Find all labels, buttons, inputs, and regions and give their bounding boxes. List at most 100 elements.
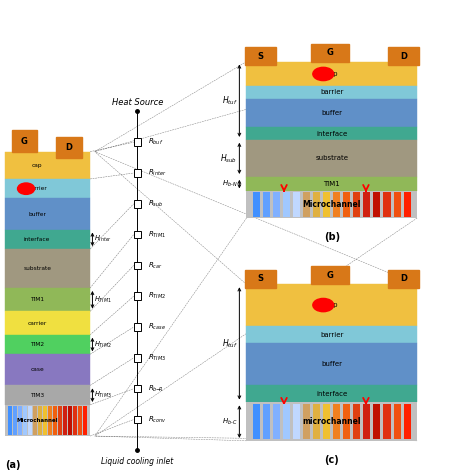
Bar — [134, 262, 141, 269]
Bar — [58, 406, 62, 435]
Bar — [303, 404, 310, 439]
Bar — [246, 344, 417, 385]
Text: G: G — [21, 137, 28, 146]
Bar — [383, 192, 391, 217]
Bar — [38, 406, 42, 435]
Text: $R_{TIM3}$: $R_{TIM3}$ — [148, 353, 166, 363]
Bar — [8, 406, 11, 435]
Text: microchannel: microchannel — [302, 417, 361, 426]
Bar — [293, 404, 300, 439]
Text: case: case — [30, 367, 44, 373]
Bar — [246, 140, 417, 177]
Text: Liquid cooling inlet: Liquid cooling inlet — [101, 457, 173, 466]
Bar — [354, 404, 360, 439]
Bar — [28, 406, 32, 435]
Bar — [56, 137, 82, 158]
Bar — [83, 406, 87, 435]
Text: buffer: buffer — [321, 361, 342, 367]
Text: $H_{sub}$: $H_{sub}$ — [220, 152, 237, 164]
Text: (b): (b) — [324, 232, 340, 242]
Bar — [246, 128, 417, 140]
Text: $R_{buf}$: $R_{buf}$ — [148, 137, 164, 147]
Ellipse shape — [313, 299, 334, 312]
Bar — [13, 406, 17, 435]
Bar — [5, 288, 90, 311]
Text: G: G — [327, 271, 334, 280]
Text: D: D — [400, 52, 407, 61]
Bar — [343, 404, 350, 439]
Bar — [313, 404, 320, 439]
Text: cap: cap — [32, 163, 43, 168]
Bar — [245, 270, 276, 288]
Bar — [5, 199, 90, 229]
Bar — [333, 192, 340, 217]
Text: interface: interface — [24, 237, 50, 242]
Bar — [134, 200, 141, 208]
Text: Microchannel: Microchannel — [302, 200, 361, 209]
Text: $R_{conv}$: $R_{conv}$ — [148, 414, 166, 425]
Bar — [403, 192, 410, 217]
Text: $H_{TIM2}$: $H_{TIM2}$ — [94, 339, 111, 350]
Text: S: S — [257, 52, 263, 61]
Text: TIM3: TIM3 — [30, 392, 44, 398]
Bar — [313, 192, 320, 217]
Bar — [364, 404, 371, 439]
Text: Heat Source: Heat Source — [112, 98, 163, 107]
Text: barrier: barrier — [320, 332, 344, 337]
Bar — [374, 404, 381, 439]
Bar — [5, 385, 90, 405]
Bar — [263, 404, 270, 439]
Text: $H_{TIM1}$: $H_{TIM1}$ — [94, 295, 111, 305]
Bar — [5, 229, 90, 249]
Bar — [134, 292, 141, 300]
Bar — [134, 354, 141, 362]
Bar — [245, 47, 276, 65]
Bar — [273, 192, 280, 217]
Bar — [323, 192, 330, 217]
Bar — [246, 177, 417, 191]
Bar — [134, 169, 141, 177]
Text: G: G — [327, 48, 334, 57]
Text: $R_{car}$: $R_{car}$ — [148, 260, 163, 271]
Text: $H_{TIM3}$: $H_{TIM3}$ — [94, 390, 111, 400]
Bar — [253, 192, 260, 217]
Bar — [5, 311, 90, 335]
Text: $H_{b\text{-}C}$: $H_{b\text{-}C}$ — [222, 417, 237, 427]
Text: $R_{TIM2}$: $R_{TIM2}$ — [148, 291, 166, 301]
Text: $R_{TIM1}$: $R_{TIM1}$ — [148, 229, 166, 240]
Text: TIM1: TIM1 — [323, 181, 340, 187]
Text: carrier: carrier — [27, 320, 47, 326]
Bar — [246, 86, 417, 99]
Text: (c): (c) — [324, 455, 339, 465]
Bar — [134, 231, 141, 238]
Text: $H_{tuf}$: $H_{tuf}$ — [222, 94, 237, 107]
Bar — [246, 99, 417, 128]
Bar — [134, 385, 141, 392]
Bar — [11, 130, 37, 152]
Bar — [68, 406, 72, 435]
Text: TIM2: TIM2 — [30, 342, 44, 347]
Bar — [403, 404, 410, 439]
Bar — [246, 191, 417, 218]
Bar — [246, 284, 417, 326]
Bar — [5, 405, 90, 436]
Bar — [78, 406, 82, 435]
Text: interface: interface — [316, 131, 347, 137]
Text: barrier: barrier — [27, 186, 47, 191]
Bar — [323, 404, 330, 439]
Text: cap: cap — [326, 302, 338, 308]
Text: $H_{tuf}$: $H_{tuf}$ — [222, 337, 237, 350]
Bar — [246, 326, 417, 344]
Text: buffer: buffer — [321, 110, 342, 116]
Bar — [333, 404, 340, 439]
Bar — [374, 192, 381, 217]
Bar — [5, 354, 90, 385]
Bar — [383, 404, 391, 439]
Text: Microchannel: Microchannel — [16, 418, 58, 423]
Bar — [5, 179, 90, 199]
Bar — [18, 406, 21, 435]
Bar — [73, 406, 77, 435]
Ellipse shape — [18, 183, 35, 194]
Bar — [263, 192, 270, 217]
Bar — [5, 335, 90, 354]
